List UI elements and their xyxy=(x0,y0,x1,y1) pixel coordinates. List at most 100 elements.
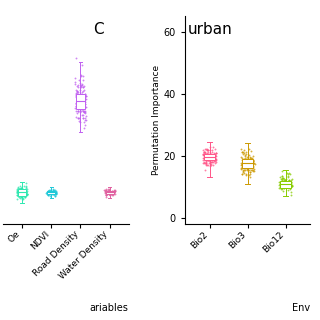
Point xyxy=(109,190,114,196)
Point xyxy=(247,170,252,175)
Point xyxy=(244,149,249,154)
Point xyxy=(83,93,88,98)
Point xyxy=(250,159,255,164)
Point xyxy=(106,192,111,197)
Point xyxy=(83,113,88,118)
Point xyxy=(281,177,286,182)
Point xyxy=(83,110,88,116)
Point xyxy=(250,165,255,171)
Point xyxy=(44,190,49,196)
Point xyxy=(241,151,246,156)
Point xyxy=(250,163,255,168)
Point xyxy=(83,92,88,97)
Point xyxy=(52,194,58,199)
Point xyxy=(18,195,23,200)
Point xyxy=(251,168,256,173)
Point xyxy=(80,116,85,121)
Point xyxy=(47,193,52,198)
Point xyxy=(53,188,59,193)
Point xyxy=(53,191,58,196)
Point xyxy=(17,188,22,193)
Point xyxy=(49,188,54,193)
Point xyxy=(109,190,114,195)
Point xyxy=(16,187,21,192)
Point xyxy=(279,176,284,181)
Point xyxy=(108,191,114,196)
Point xyxy=(246,162,251,167)
Point xyxy=(212,159,218,164)
Point xyxy=(76,92,81,97)
Point xyxy=(285,173,291,179)
Point xyxy=(46,191,51,196)
Point xyxy=(45,192,50,197)
Point xyxy=(46,190,51,195)
Point xyxy=(19,191,24,196)
Point xyxy=(50,189,55,194)
Point xyxy=(244,161,249,166)
Point xyxy=(243,151,248,156)
Point xyxy=(83,100,88,105)
Point xyxy=(77,80,83,85)
Point xyxy=(48,191,53,196)
Point xyxy=(78,120,83,125)
Point xyxy=(22,194,27,199)
Point xyxy=(75,97,80,102)
Point xyxy=(244,163,249,168)
Point xyxy=(283,179,288,184)
Point xyxy=(108,190,113,195)
Point xyxy=(241,162,246,167)
Point xyxy=(52,188,58,193)
Point xyxy=(251,161,256,166)
Point xyxy=(279,181,284,187)
Point xyxy=(107,189,112,195)
Point xyxy=(103,186,108,191)
Point xyxy=(47,190,52,195)
Point xyxy=(16,188,21,194)
Point xyxy=(80,84,85,89)
Point xyxy=(290,183,295,188)
Point xyxy=(212,157,217,162)
Point xyxy=(247,154,252,159)
Point xyxy=(241,168,246,173)
Point xyxy=(21,193,26,198)
Point xyxy=(238,165,244,170)
Point xyxy=(244,160,249,165)
Point xyxy=(80,93,85,99)
Point xyxy=(24,191,29,196)
Point xyxy=(16,184,21,189)
Point xyxy=(208,152,213,157)
Point xyxy=(21,196,26,202)
Point xyxy=(250,158,255,163)
Point xyxy=(285,179,290,184)
Point xyxy=(52,190,57,195)
Point xyxy=(111,192,116,197)
Point xyxy=(112,189,117,194)
Point xyxy=(242,154,247,159)
Point xyxy=(249,155,254,160)
Point xyxy=(206,152,211,157)
Point xyxy=(205,163,210,168)
Point xyxy=(280,178,285,183)
Point xyxy=(74,92,79,97)
Point xyxy=(52,192,57,197)
Point xyxy=(75,92,80,98)
Point xyxy=(23,189,28,194)
Point xyxy=(75,108,80,113)
Point xyxy=(205,151,210,156)
Point xyxy=(77,110,82,115)
Point xyxy=(288,182,293,187)
Point xyxy=(207,152,212,157)
Point xyxy=(14,192,20,197)
Point xyxy=(22,188,28,194)
Point xyxy=(112,191,117,196)
Point xyxy=(279,176,284,181)
Point xyxy=(109,193,115,198)
Point xyxy=(285,188,290,193)
Point xyxy=(102,188,107,193)
Point xyxy=(240,159,245,164)
Point xyxy=(205,148,211,153)
Point xyxy=(248,157,253,163)
Text: Env: Env xyxy=(292,303,310,313)
Point xyxy=(79,97,84,102)
Point xyxy=(284,181,289,187)
